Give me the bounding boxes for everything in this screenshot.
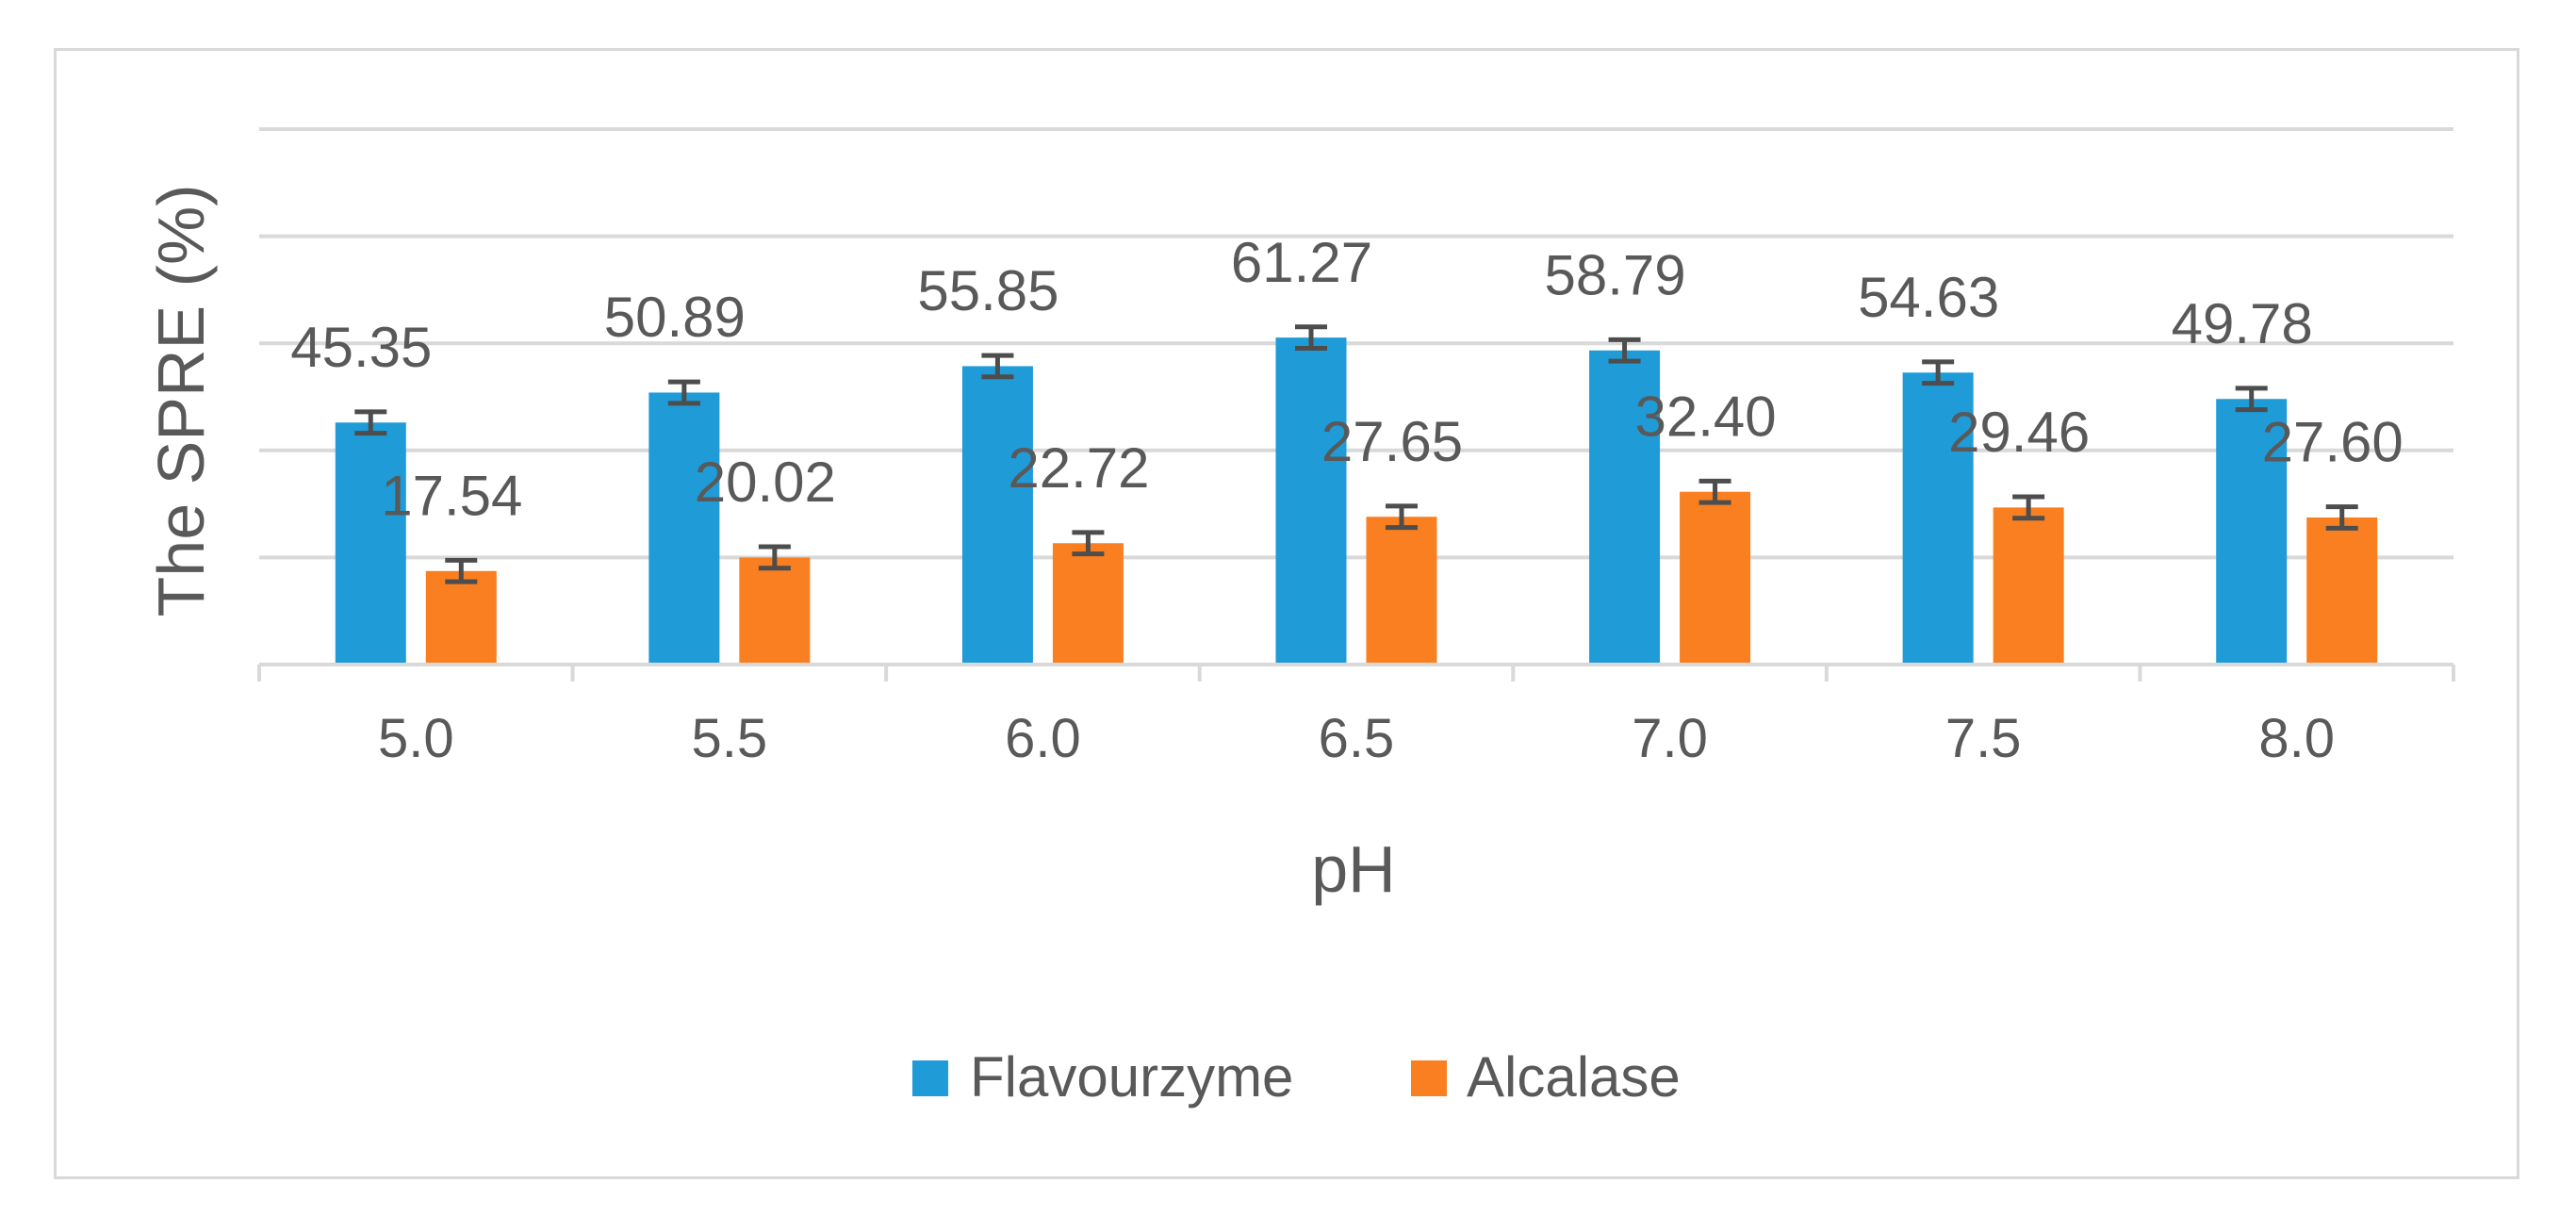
data-label-alcalase-6.5: 27.65	[1321, 410, 1463, 473]
bar-alcalase-6.0	[1052, 543, 1124, 665]
error-bar-flavourzyme-7.0	[1608, 337, 1641, 364]
error-bar-alcalase-6.5	[1386, 503, 1418, 531]
error-bar-flavourzyme-6.5	[1295, 324, 1327, 352]
legend-label-flavourzyme: Flavourzyme	[970, 1045, 1293, 1109]
x-tick-label: 7.5	[1945, 708, 2022, 769]
data-label-flavourzyme-5.0: 45.35	[290, 316, 432, 379]
error-bar-alcalase-6.0	[1072, 530, 1105, 557]
x-tick-label: 7.0	[1632, 708, 1708, 769]
bars	[335, 337, 2378, 665]
bar-alcalase-7.0	[1680, 491, 1751, 665]
y-axis-title: The SPRE (%)	[144, 185, 218, 617]
bar-alcalase-7.5	[1993, 507, 2064, 665]
bar-alcalase-6.5	[1366, 517, 1437, 665]
error-bar-flavourzyme-8.0	[2235, 386, 2268, 413]
bar-flavourzyme-7.5	[1902, 372, 1974, 665]
legend-swatch-flavourzyme	[912, 1060, 948, 1096]
x-axis-title: pH	[1311, 832, 1395, 906]
data-label-alcalase-8.0: 27.60	[2262, 411, 2404, 474]
data-label-alcalase-5.0: 17.54	[381, 464, 522, 527]
bar-alcalase-5.5	[739, 557, 811, 665]
x-tick-label: 5.0	[378, 708, 454, 769]
error-bar-flavourzyme-5.5	[667, 379, 700, 406]
bar-alcalase-8.0	[2306, 517, 2378, 665]
bar-flavourzyme-5.5	[648, 392, 720, 665]
bar-flavourzyme-6.0	[961, 366, 1033, 665]
bar-alcalase-5.0	[425, 570, 497, 665]
bar-flavourzyme-5.0	[335, 422, 406, 665]
data-label-alcalase-7.0: 32.40	[1634, 385, 1776, 448]
x-tick-label: 5.5	[692, 708, 768, 769]
data-label-flavourzyme-6.0: 55.85	[917, 259, 1058, 322]
x-tick-label: 8.0	[2258, 708, 2335, 769]
legend-swatch-alcalase	[1411, 1060, 1447, 1096]
error-bar-flavourzyme-5.0	[354, 409, 387, 436]
error-bar-alcalase-7.5	[2012, 494, 2045, 521]
data-label-alcalase-6.0: 22.72	[1008, 436, 1149, 500]
bar-flavourzyme-6.5	[1275, 337, 1347, 665]
data-label-flavourzyme-7.0: 58.79	[1544, 243, 1685, 306]
x-tick-label: 6.0	[1005, 708, 1081, 769]
x-axis: 5.0 5.5 6.0 6.5 7.0 7.5 8.0	[257, 663, 2455, 769]
data-label-flavourzyme-8.0: 49.78	[2172, 292, 2313, 355]
x-tick-label: 6.5	[1319, 708, 1395, 769]
bar-flavourzyme-8.0	[2216, 399, 2288, 665]
error-bar-alcalase-5.5	[758, 544, 791, 571]
data-labels: 45.35 50.89 55.85 61.27 58.79 54.63 49.78 17.54…	[290, 231, 2404, 528]
error-bar-alcalase-5.0	[445, 557, 478, 584]
error-bar-flavourzyme-6.0	[981, 353, 1014, 380]
error-bar-alcalase-7.0	[1698, 478, 1731, 505]
legend-label-alcalase: Alcalase	[1467, 1045, 1681, 1109]
data-label-flavourzyme-6.5: 61.27	[1231, 231, 1372, 294]
gridlines	[259, 127, 2453, 560]
data-label-alcalase-7.5: 29.46	[1948, 401, 2090, 464]
data-label-alcalase-5.5: 20.02	[695, 451, 836, 514]
legend: Flavourzyme Alcalase	[912, 1045, 1681, 1109]
data-label-flavourzyme-5.5: 50.89	[604, 286, 746, 349]
data-label-flavourzyme-7.5: 54.63	[1858, 266, 1999, 329]
bar-flavourzyme-7.0	[1589, 350, 1661, 665]
error-bar-alcalase-8.0	[2325, 504, 2358, 531]
error-bars	[354, 324, 2358, 584]
error-bar-flavourzyme-7.5	[1922, 359, 1955, 386]
